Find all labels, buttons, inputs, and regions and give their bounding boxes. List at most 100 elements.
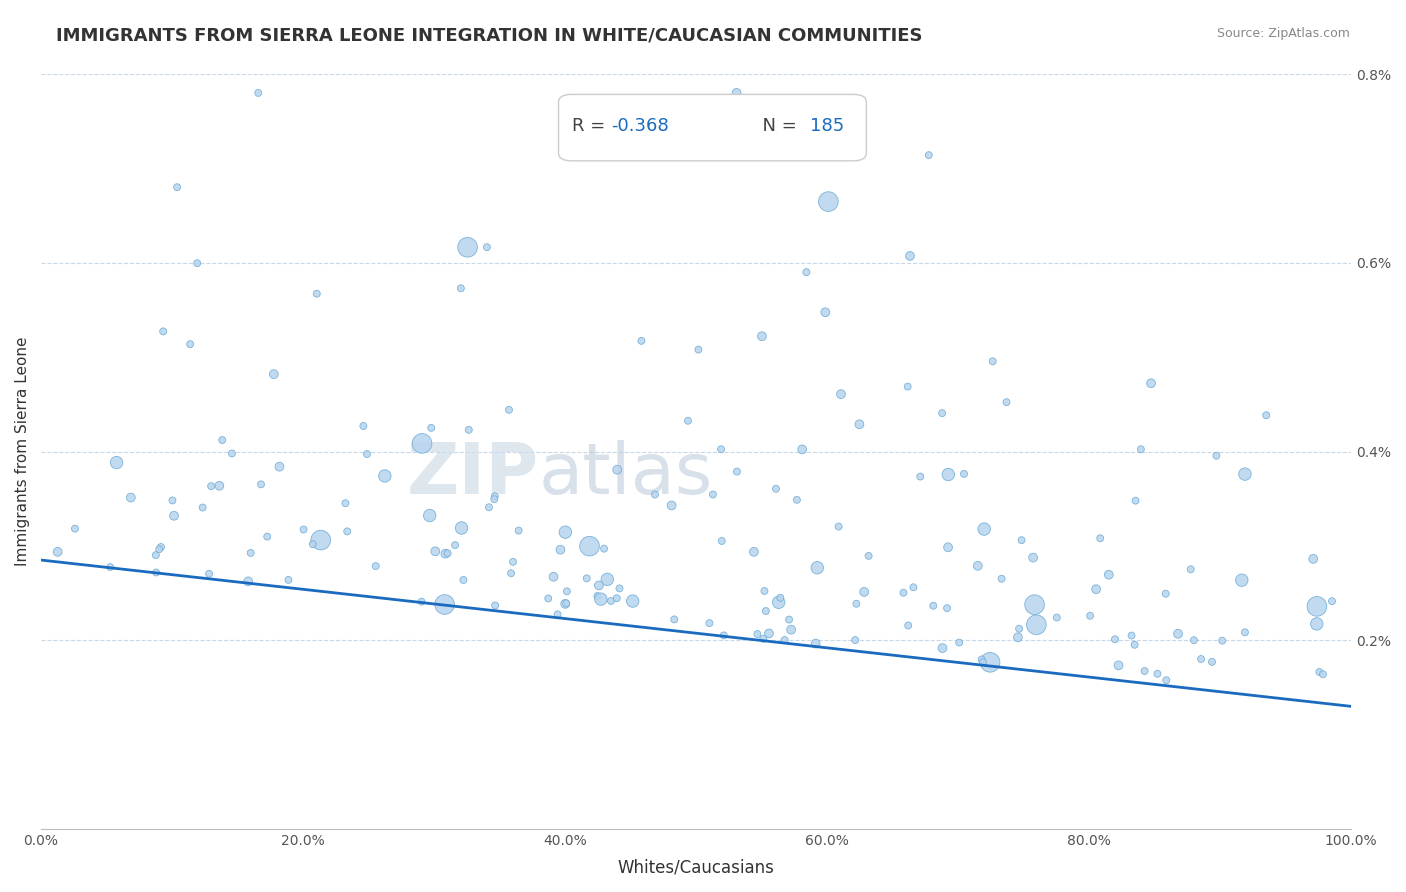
Point (211, 433, 233, 447)
Point (433, 598, 456, 612)
Point (742, 545, 765, 559)
Point (780, 623, 803, 637)
Point (1211, 633, 1233, 648)
Point (145, 566, 167, 580)
Y-axis label: Immigrants from Sierra Leone: Immigrants from Sierra Leone (15, 337, 30, 566)
Point (543, 570, 565, 584)
Point (450, 281, 472, 295)
Point (120, 491, 142, 505)
Point (501, 566, 523, 581)
Point (269, 459, 291, 474)
Point (630, 334, 652, 348)
Point (554, 525, 576, 540)
Point (1025, 617, 1047, 632)
Point (508, 524, 530, 538)
X-axis label: Whites/Caucasians: Whites/Caucasians (617, 859, 775, 877)
Point (768, 595, 790, 609)
Point (931, 406, 953, 420)
Point (420, 421, 443, 435)
Point (1024, 598, 1046, 612)
Point (434, 547, 457, 561)
Point (1308, 665, 1330, 679)
Point (166, 180, 188, 194)
Point (676, 414, 699, 428)
Point (644, 487, 666, 501)
Point (547, 607, 569, 622)
Point (537, 591, 560, 606)
Point (1129, 442, 1152, 457)
Point (1146, 666, 1168, 681)
Point (555, 584, 578, 599)
Point (1104, 632, 1126, 647)
Point (804, 636, 827, 650)
Point (301, 537, 323, 551)
Point (292, 523, 315, 537)
Point (198, 566, 221, 581)
Point (356, 447, 378, 461)
Point (1008, 622, 1031, 636)
Point (752, 632, 775, 646)
Point (593, 541, 616, 556)
Point (817, 194, 839, 209)
Point (918, 148, 941, 162)
Text: N =: N = (751, 117, 803, 135)
Point (578, 539, 600, 553)
Point (163, 508, 186, 523)
Point (63, 522, 86, 536)
Point (256, 530, 278, 544)
Point (98, 560, 121, 574)
Text: atlas: atlas (538, 440, 713, 508)
Point (364, 559, 387, 574)
Point (751, 329, 773, 343)
Point (702, 487, 724, 501)
Point (1306, 599, 1329, 614)
Point (848, 417, 870, 432)
Point (936, 541, 959, 555)
Point (502, 555, 524, 569)
Point (1046, 610, 1069, 624)
Point (664, 612, 686, 626)
Point (277, 573, 299, 587)
Point (1180, 562, 1202, 576)
Point (609, 582, 631, 596)
Point (1121, 628, 1143, 642)
Point (758, 626, 780, 640)
Point (589, 592, 612, 607)
Point (796, 265, 818, 279)
Point (263, 367, 285, 381)
Point (845, 597, 868, 611)
Point (238, 574, 260, 589)
Point (713, 628, 735, 642)
Point (591, 104, 613, 119)
Text: IMMIGRANTS FROM SIERRA LEONE INTEGRATION IN WHITE/CAUCASIAN COMMUNITIES: IMMIGRANTS FROM SIERRA LEONE INTEGRATION… (56, 27, 922, 45)
Point (827, 519, 849, 533)
Point (769, 591, 792, 605)
Point (600, 594, 623, 608)
Point (1306, 616, 1329, 631)
Point (335, 496, 357, 510)
Point (903, 580, 925, 594)
Point (897, 379, 920, 393)
Point (710, 533, 733, 548)
Point (554, 597, 576, 611)
Point (936, 467, 959, 482)
Point (1011, 533, 1033, 548)
Point (898, 249, 921, 263)
Point (46, 545, 69, 559)
Point (450, 521, 472, 535)
Point (910, 469, 932, 483)
Point (586, 589, 609, 603)
Point (606, 591, 628, 606)
Point (710, 442, 733, 457)
Point (457, 240, 479, 254)
Point (191, 500, 214, 515)
Point (995, 395, 1018, 409)
Point (979, 656, 1001, 670)
Point (436, 546, 458, 560)
Point (922, 599, 945, 613)
Point (1140, 376, 1163, 391)
Point (1302, 552, 1324, 566)
Point (1182, 633, 1205, 648)
Point (621, 594, 644, 608)
Point (725, 465, 748, 479)
